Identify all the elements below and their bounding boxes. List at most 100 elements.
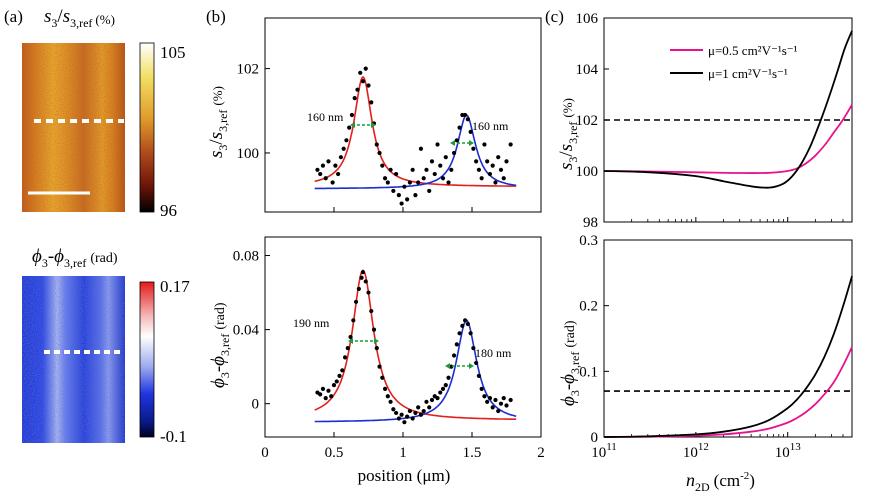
b-top-point-55 <box>468 129 473 134</box>
ytick-label-2-3: 104 <box>576 62 599 78</box>
b-bottom-point-26 <box>385 394 390 399</box>
map-top-title-unit: (%) <box>95 12 115 27</box>
ytick-label-1-0: 0 <box>252 397 260 413</box>
b-bottom-point-32 <box>402 420 407 425</box>
b-top-point-14 <box>355 87 360 92</box>
xtick-exp-3-0: 11 <box>606 441 617 453</box>
b-bottom-point-18 <box>363 279 368 284</box>
b-bottom-point-58 <box>474 360 479 366</box>
legend-label-mu-1: μ=1 cm²V⁻¹s⁻¹ <box>708 66 788 81</box>
fwhm-arrow-b-top-right <box>450 140 474 146</box>
b-bottom-point-38 <box>418 412 424 417</box>
b-top-point-37 <box>418 146 424 151</box>
map-top-cbar-min: 96 <box>160 201 177 220</box>
b-top-red-fit <box>314 75 517 187</box>
b-top-point-16 <box>360 79 366 84</box>
b-top-point-12 <box>349 112 355 118</box>
b-bottom-point-63 <box>487 396 493 401</box>
annotation-b-top-right: 160 nm <box>472 119 509 133</box>
b-bottom-point-36 <box>413 410 418 416</box>
b-bottom-point-39 <box>421 408 426 414</box>
b-bottom-point-9 <box>340 368 345 373</box>
b-bottom-point-4 <box>326 388 331 393</box>
map-top-title: s3/s3,ref (%) <box>44 6 115 30</box>
b-top-point-34 <box>410 167 415 172</box>
b-top-point-24 <box>382 176 388 181</box>
b-bot-ylabel-sym2: ϕ <box>208 356 229 366</box>
map-bottom-image <box>22 276 125 443</box>
svg-text:ϕ3-ϕ3,ref(rad): ϕ3-ϕ3,ref (rad) <box>32 246 118 270</box>
b-bottom-point-55 <box>465 321 470 327</box>
b-top-point-18 <box>366 83 371 88</box>
c-bot-ylabel-dash: - <box>558 384 579 390</box>
map-bottom-title-phi: ϕ <box>32 246 42 267</box>
b-top-point-33 <box>407 180 412 185</box>
b-bottom-point-61 <box>482 394 487 399</box>
b-top-point-6 <box>333 163 338 168</box>
xtick-label-3-2: 1013 <box>775 441 802 461</box>
xtick-label-1-1: 0.5 <box>325 445 344 461</box>
chart-c-top-legend: μ=0.5 cm²V⁻¹s⁻¹ μ=1 cm²V⁻¹s⁻¹ <box>670 43 798 81</box>
b-bottom-point-64 <box>490 405 495 410</box>
map-bottom-title-sub: 3 <box>42 256 48 270</box>
b-bottom-point-8 <box>337 373 342 378</box>
xtick-exp-3-1: 12 <box>698 441 709 453</box>
b-bottom-point-14 <box>353 299 359 304</box>
b-bottom-point-28 <box>391 407 396 412</box>
b-bottom-point-48 <box>446 375 451 380</box>
xtick-label-1-2: 1 <box>399 445 407 461</box>
b-bot-ylabel-sym: ϕ <box>208 378 229 388</box>
b-top-point-28 <box>394 171 399 177</box>
c-bot-ylabel-sub: 3 <box>568 390 582 396</box>
b-top-point-32 <box>405 197 410 202</box>
ytick-label-3-2: 0.2 <box>579 299 598 315</box>
c-top-ylabel-sub2: 3,ref <box>566 122 580 144</box>
c-top-ylabel-slash: / <box>556 151 577 157</box>
b-top-point-31 <box>402 184 407 189</box>
map-top-title-sym: s <box>44 6 51 27</box>
b-bottom-point-53 <box>460 323 465 328</box>
b-bottom-point-10 <box>342 355 348 360</box>
b-top-point-56 <box>471 146 476 151</box>
chart-b-top-ylabel: s3/s3,ref(%) <box>206 86 230 158</box>
chart-b-bottom-frame <box>264 236 542 438</box>
b-bottom-point-60 <box>479 386 484 391</box>
map-bottom-cbar-min: -0.1 <box>160 427 187 446</box>
b-top-point-66 <box>498 167 504 172</box>
b-bottom-point-57 <box>471 346 476 351</box>
b-bottom-point-7 <box>334 379 339 384</box>
b-top-point-69 <box>508 142 513 147</box>
c-bot-ylabel-sym: ϕ <box>558 396 579 406</box>
c-bot-xlabel-unit: (cm <box>714 471 740 490</box>
b-top-point-25 <box>385 180 390 185</box>
b-top-point-9 <box>341 146 346 151</box>
b-top-point-68 <box>504 159 509 164</box>
b-bottom-point-35 <box>410 416 415 421</box>
c-bot-xlabel-close: ) <box>749 471 755 490</box>
b-bot-ylabel-unit: (rad) <box>213 302 228 330</box>
b-top-point-17 <box>363 66 368 71</box>
b-top-point-46 <box>443 155 448 160</box>
chart-c-bottom-frame <box>603 239 853 438</box>
b-bottom-point-3 <box>323 396 328 401</box>
b-top-point-15 <box>358 70 363 75</box>
b-bottom-point-27 <box>388 399 393 404</box>
b-bottom-blue-fit <box>314 319 517 423</box>
b-bottom-point-15 <box>356 286 361 291</box>
ytick-label-3-1: 0.1 <box>579 364 598 380</box>
b-top-point-5 <box>330 180 335 185</box>
annotation-b-top-left: 160 nm <box>307 110 344 124</box>
b-bot-ylabel-sub: 3 <box>218 372 232 378</box>
ytick-label-1-1: 0.04 <box>233 323 260 339</box>
c-top-ylabel-sym2: s <box>556 144 577 151</box>
b-top-ylabel-sub2: 3,ref <box>216 110 230 132</box>
annotation-b-bottom-left: 190 nm <box>293 316 330 330</box>
b-bottom-point-13 <box>351 318 356 323</box>
b-bottom-point-59 <box>476 373 481 378</box>
b-top-point-38 <box>421 176 426 181</box>
b-top-point-30 <box>399 201 404 206</box>
b-top-point-49 <box>451 150 457 156</box>
map-bottom-title-dash: - <box>48 246 54 267</box>
b-bottom-point-40 <box>424 399 429 404</box>
